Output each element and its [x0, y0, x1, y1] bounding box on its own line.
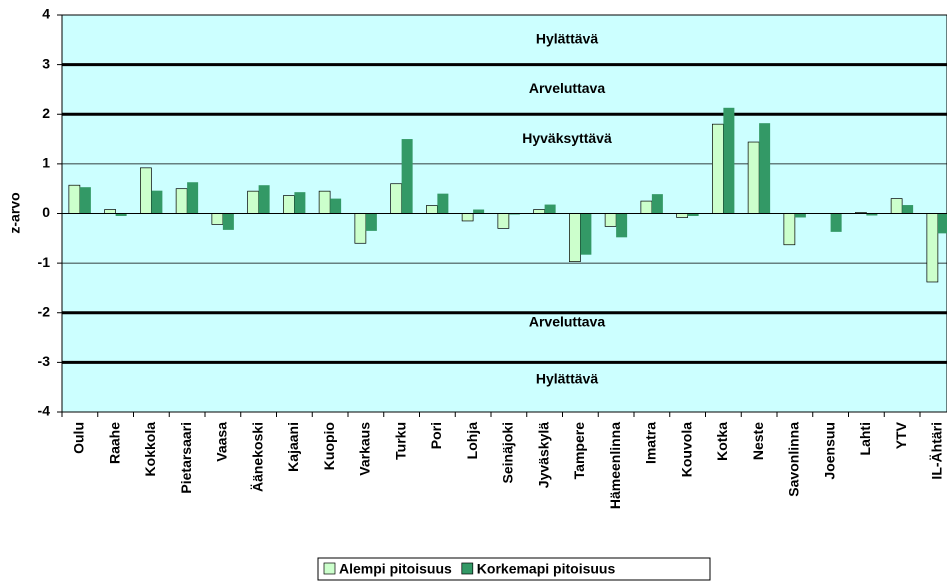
x-tick-label: Neste [750, 422, 766, 460]
bar [794, 213, 806, 218]
x-tick-label: Varkaus [357, 422, 373, 476]
y-tick-label: 2 [42, 105, 50, 121]
x-tick-label: Hämeenlinna [607, 422, 623, 509]
bar [211, 213, 224, 225]
y-tick-label: -1 [38, 254, 51, 270]
bar [426, 205, 438, 214]
y-tick-label: 1 [42, 155, 50, 171]
legend: Alempi pitoisuus Korkemapi pitoisuus [317, 557, 711, 581]
x-tick-label: Jyväskylä [535, 422, 551, 488]
legend-label: Alempi pitoisuus [339, 561, 452, 577]
bar [712, 123, 724, 214]
bar [437, 193, 449, 214]
bar [330, 198, 342, 214]
bar [68, 184, 81, 214]
bar [187, 182, 199, 214]
bar [294, 192, 306, 214]
bar [533, 209, 545, 214]
x-tick-label: Joensuu [821, 422, 837, 480]
bar [902, 205, 914, 214]
bar [830, 213, 842, 232]
bar [473, 209, 485, 214]
bar [283, 195, 295, 214]
legend-swatch [323, 562, 336, 575]
bar [640, 200, 653, 214]
y-tick-label: 3 [42, 55, 50, 71]
y-tick-label: -3 [38, 353, 51, 369]
y-axis-label: z-arvo [7, 192, 23, 233]
zone-label: Arveluttava [529, 313, 605, 329]
bar [866, 213, 878, 216]
x-tick-label: Oulu [71, 422, 87, 454]
x-tick-label: Kouvola [678, 422, 694, 477]
x-tick-label: Pietarsaari [178, 422, 194, 494]
bar [104, 209, 116, 214]
x-tick-label: YTV [893, 421, 909, 449]
x-tick-label: Tampere [571, 422, 587, 480]
x-tick-label: IL-Ähtäri [929, 422, 945, 480]
y-tick-label: -4 [38, 403, 51, 419]
zone-label: Arveluttava [529, 80, 605, 96]
x-tick-label: Kuopio [321, 422, 337, 470]
x-tick-label: Seinäjoki [500, 422, 516, 483]
legend-box [317, 557, 711, 581]
bar [151, 190, 163, 214]
x-tick-label: Kotka [714, 422, 730, 461]
legend-label: Korkemapi pitoisuus [477, 561, 616, 577]
y-tick-label: 0 [42, 204, 50, 220]
bar [140, 167, 152, 214]
bar [580, 213, 592, 255]
bar [651, 194, 663, 214]
bar [604, 213, 617, 227]
x-tick-label: Vaasa [214, 422, 230, 462]
x-tick-label: Imatra [643, 422, 659, 464]
legend-swatch [461, 562, 474, 575]
bar [115, 213, 127, 216]
x-tick-label: Turku [392, 422, 408, 460]
x-tick-label: Savonlinna [786, 422, 802, 497]
bar [497, 213, 510, 229]
bar [747, 141, 760, 214]
bar [247, 190, 259, 214]
y-tick-label: 4 [42, 6, 50, 22]
bar [365, 213, 377, 231]
bar [79, 187, 91, 214]
bar [937, 213, 947, 234]
x-tick-label: Lahti [857, 422, 873, 455]
bar [687, 213, 699, 216]
bar [390, 183, 402, 214]
x-tick-label: Äänekoski [249, 422, 265, 492]
bar [890, 198, 903, 214]
bar [175, 188, 188, 214]
zone-label: Hylättävä [536, 370, 598, 386]
bar [783, 213, 796, 246]
bar [461, 213, 474, 222]
x-tick-label: Kokkola [142, 422, 158, 477]
bar [569, 213, 581, 262]
x-tick-label: Lohja [464, 422, 480, 460]
bar [222, 213, 234, 230]
bar [676, 213, 688, 218]
bar [258, 185, 270, 214]
bar [759, 123, 771, 214]
bar [401, 139, 413, 214]
zone-label: Hylättävä [536, 31, 598, 47]
bar [926, 213, 939, 283]
bar [544, 204, 556, 214]
y-tick-label: -2 [38, 303, 51, 319]
bar [354, 213, 367, 244]
x-tick-label: Pori [428, 422, 444, 449]
bar [318, 190, 331, 214]
bar [723, 107, 735, 214]
x-tick-label: Kajaani [285, 422, 301, 472]
bar [616, 213, 628, 238]
zone-label: Hyväksyttävä [522, 130, 612, 146]
x-tick-label: Raahe [106, 422, 122, 464]
